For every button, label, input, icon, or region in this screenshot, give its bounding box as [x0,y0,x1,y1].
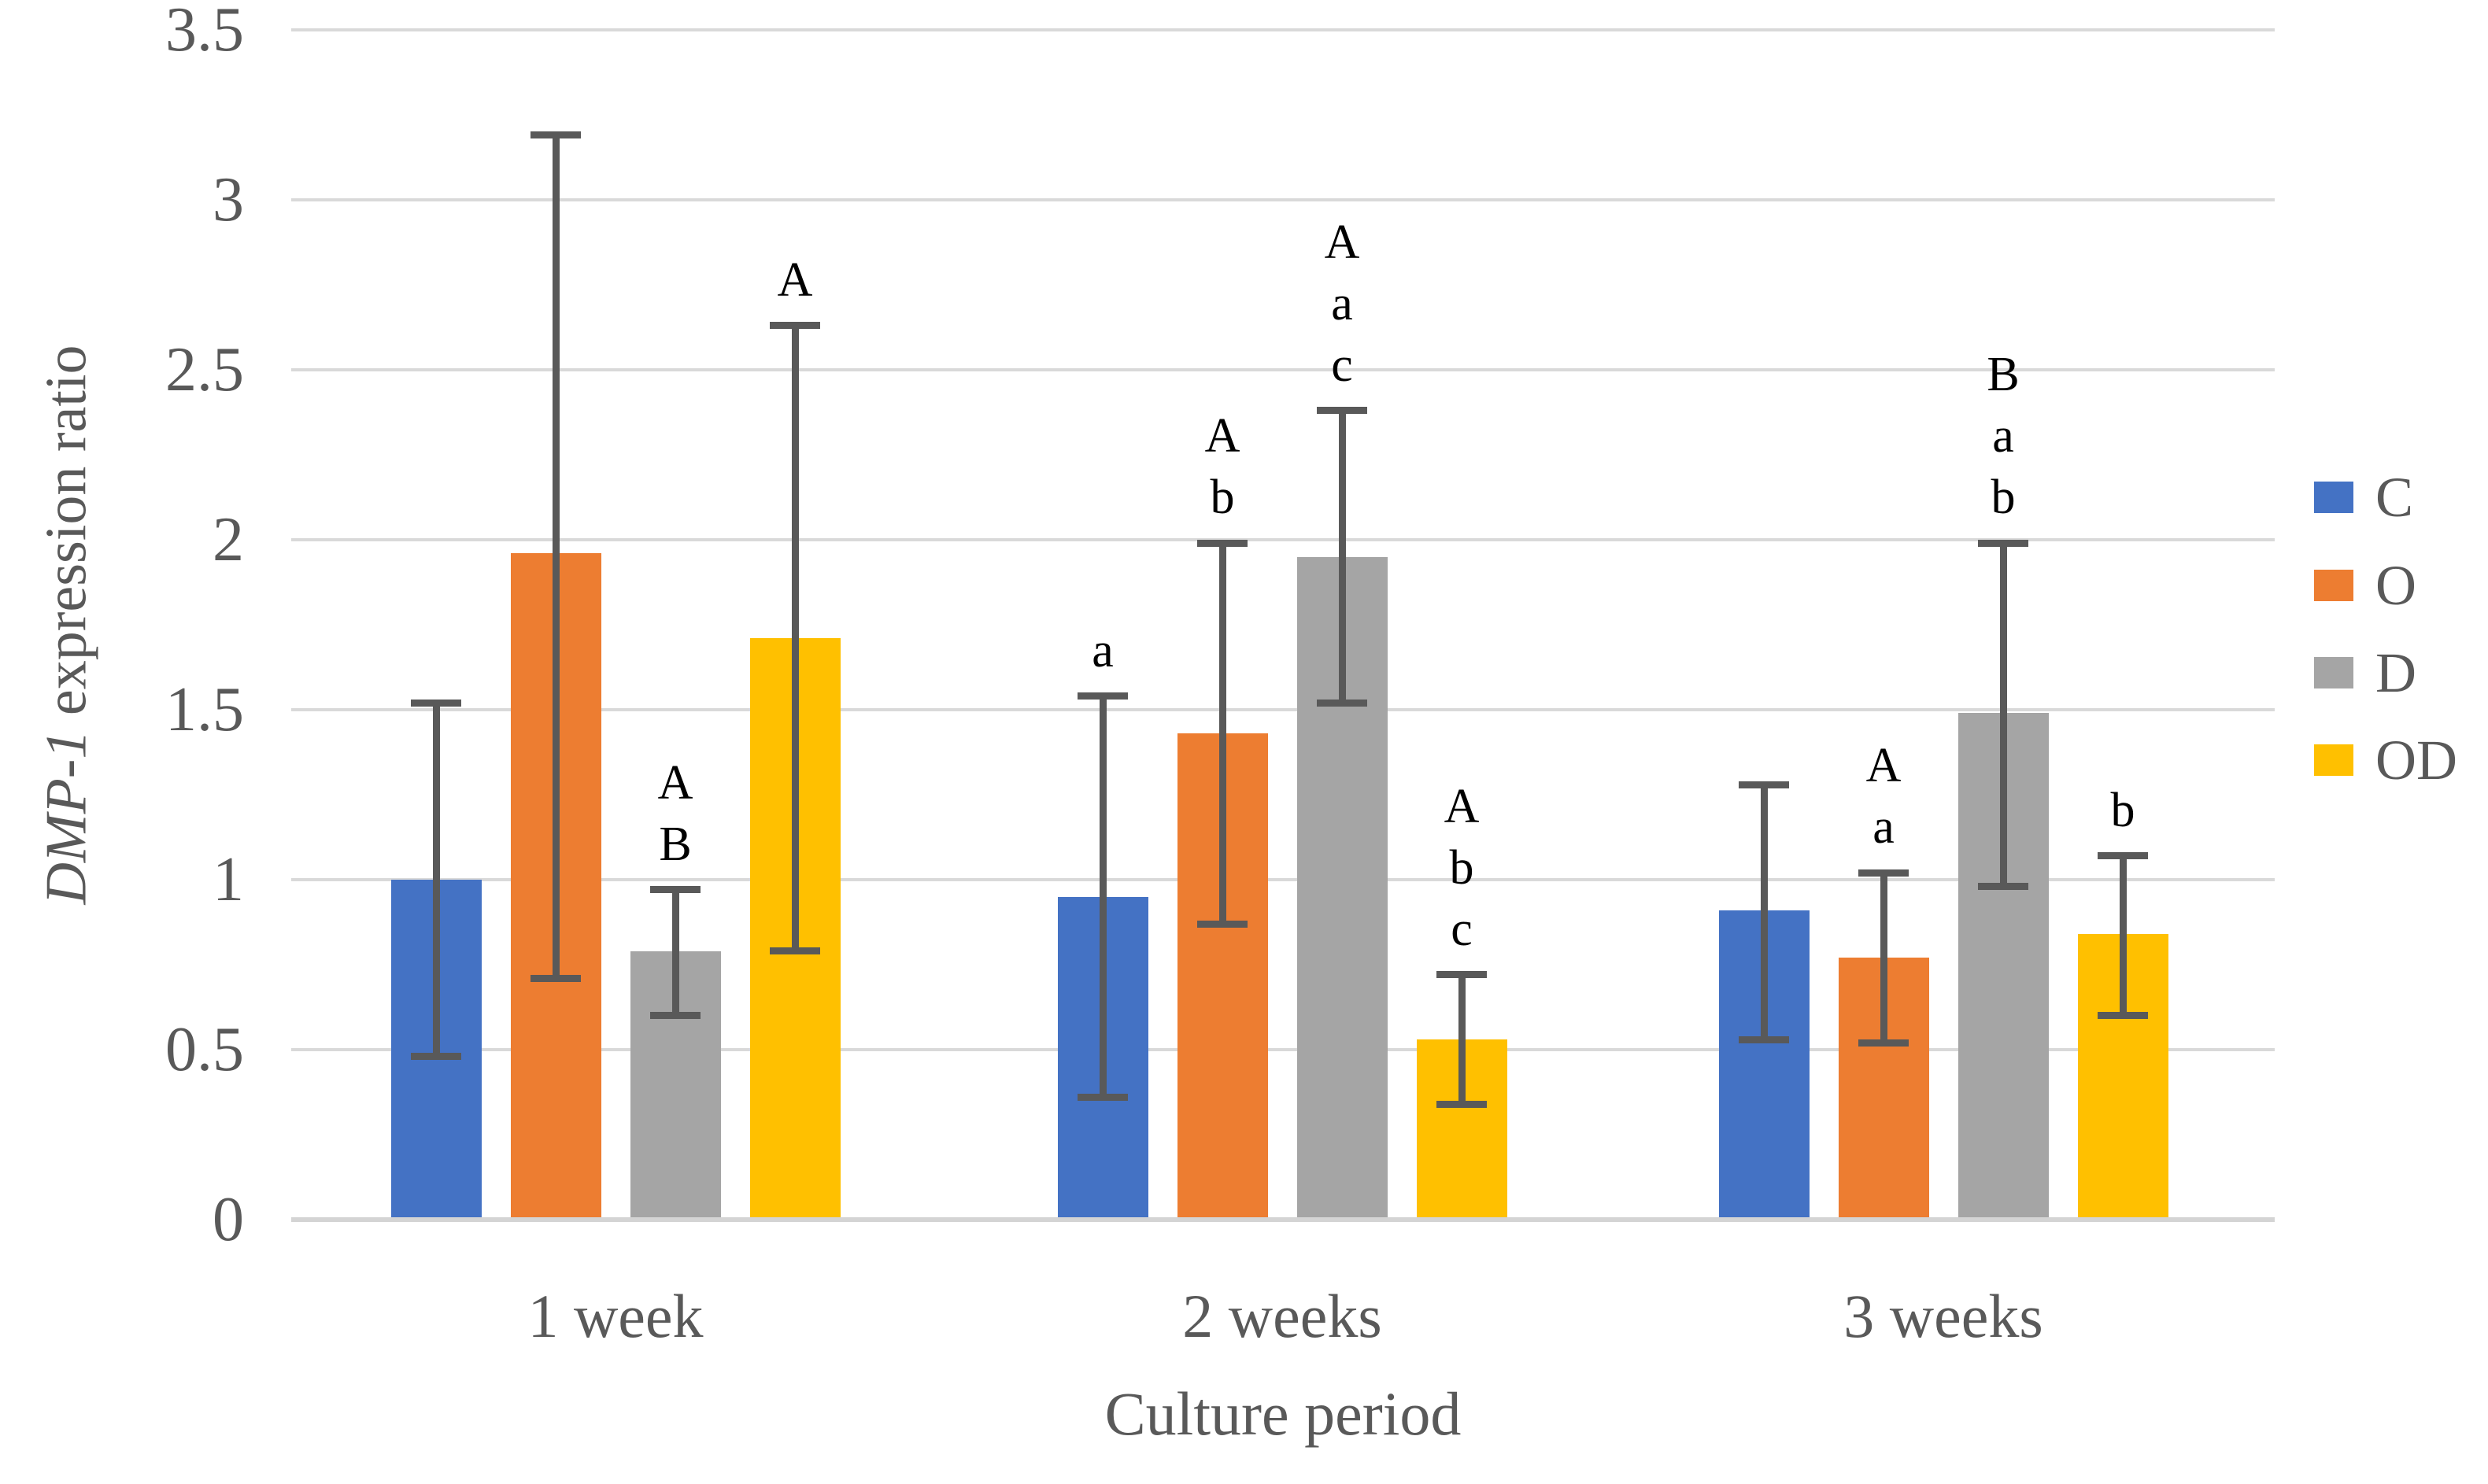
significance-letters-OD-1: A [748,255,842,305]
legend-swatch-D [2314,657,2353,688]
error-bar-top-cap-C-2 [1078,692,1128,700]
error-bar-line-D-2 [1338,410,1346,703]
error-bar-bottom-cap-D-1 [650,1012,701,1020]
error-bar-top-cap-D-1 [650,886,701,894]
gridline-3.5 [291,28,2275,31]
legend-item-OD: OD [2314,732,2457,788]
error-bar-bottom-cap-C-1 [411,1053,461,1061]
significance-letter: b [1210,471,1235,525]
gridline-1 [291,878,2275,881]
error-bar-bottom-cap-O-2 [1197,920,1248,928]
error-bar-line-C-3 [1760,784,1768,1040]
x-axis-line [291,1217,2275,1222]
error-bar-top-cap-O-1 [531,131,581,139]
gridline-2.5 [291,368,2275,371]
error-bar-line-OD-3 [2119,855,2127,1016]
error-bar-top-cap-D-3 [1978,539,2028,547]
category-label-2-weeks: 2 weeks [1182,1282,1382,1350]
error-bar-bottom-cap-D-2 [1317,699,1367,707]
error-bar-line-OD-1 [791,325,799,951]
error-bar-bottom-cap-OD-2 [1436,1100,1487,1108]
significance-letters-OD-3: b [2076,785,2170,836]
gridline-1.5 [291,708,2275,711]
x-axis-title: Culture period [1104,1379,1462,1448]
category-label-3-weeks: 3 weeks [1843,1282,2043,1350]
gridline-2 [291,538,2275,541]
legend-swatch-OD [2314,744,2353,776]
significance-letter: c [1331,338,1353,392]
error-bar-top-cap-OD-3 [2098,852,2148,860]
significance-letter: a [1331,276,1353,330]
legend-label-D: D [2375,641,2416,704]
y-axis-title: DMP-1 expression ratio [34,345,101,904]
error-bar-bottom-cap-C-3 [1739,1035,1789,1043]
error-bar-top-cap-C-1 [411,699,461,707]
error-bar-bottom-cap-O-1 [531,974,581,982]
significance-letter: A [1444,779,1480,833]
y-tick-label-1.5: 1.5 [165,675,244,744]
error-bar-top-cap-O-2 [1197,539,1248,547]
legend-swatch-O [2314,570,2353,601]
significance-letter: A [1204,409,1240,463]
error-bar-line-O-3 [1880,873,1887,1043]
gridline-3 [291,198,2275,201]
y-tick-label-1: 1 [213,845,244,914]
error-bar-top-cap-OD-1 [770,322,820,330]
significance-letter: A [1865,739,1902,793]
significance-letter: a [1092,623,1114,677]
significance-letter: b [1991,471,2016,525]
error-bar-top-cap-C-3 [1739,781,1789,788]
error-bar-line-D-1 [671,889,679,1016]
y-tick-label-0: 0 [213,1185,244,1254]
significance-letter: B [1987,348,2020,402]
legend-item-C: C [2314,469,2413,526]
error-bar-line-OD-2 [1458,974,1466,1105]
error-bar-bottom-cap-OD-3 [2098,1012,2148,1020]
significance-letter: A [657,755,693,810]
error-bar-top-cap-O-3 [1858,869,1909,877]
y-tick-label-3: 3 [213,165,244,234]
legend-label-O: O [2375,554,2416,617]
gridline-0.5 [291,1048,2275,1051]
category-label-1-week: 1 week [527,1282,704,1350]
significance-letter: B [659,817,692,871]
legend-item-D: D [2314,644,2416,701]
error-bar-bottom-cap-C-2 [1078,1093,1128,1101]
legend-label-C: C [2375,466,2414,529]
error-bar-bottom-cap-OD-1 [770,947,820,955]
significance-letter: A [1324,215,1360,269]
significance-letters-C-2: a [1055,626,1150,676]
error-bar-line-C-1 [432,703,440,1057]
y-tick-label-0.5: 0.5 [165,1015,244,1084]
y-tick-label-2.5: 2.5 [165,335,244,404]
legend-item-O: O [2314,557,2416,614]
significance-letter: A [777,253,813,307]
error-bar-top-cap-OD-2 [1436,971,1487,979]
significance-letter: a [1872,800,1895,855]
error-bar-line-D-3 [1999,543,2007,887]
error-bar-line-O-1 [552,135,560,979]
y-tick-label-3.5: 3.5 [165,0,244,65]
significance-letter: a [1992,409,2014,463]
significance-letter: c [1451,902,1473,956]
significance-letter: b [2110,783,2135,837]
legend-label-OD: OD [2375,729,2457,792]
error-bar-top-cap-D-2 [1317,407,1367,415]
significance-letter: b [1449,840,1474,895]
error-bar-line-O-2 [1218,543,1226,925]
y-tick-label-2: 2 [213,505,244,574]
error-bar-bottom-cap-D-3 [1978,883,2028,891]
error-bar-bottom-cap-O-3 [1858,1039,1909,1047]
error-bar-line-C-2 [1099,696,1107,1098]
legend-swatch-C [2314,482,2353,513]
